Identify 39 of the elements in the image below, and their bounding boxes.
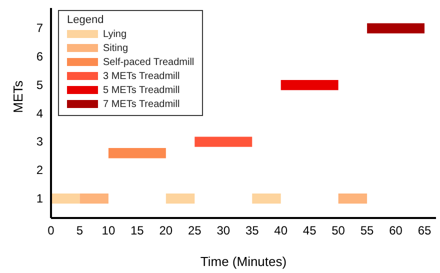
legend-label: 5 METs Treadmill — [103, 84, 180, 96]
bar — [338, 193, 368, 204]
legend-title: Legend — [67, 14, 105, 26]
x-tick-label: 55 — [360, 224, 374, 238]
y-tick-label: 1 — [36, 191, 44, 206]
x-axis-title: Time (Minutes) — [200, 254, 287, 269]
y-tick-label: 5 — [36, 78, 44, 92]
legend-label: 7 METs Treadmill — [103, 98, 180, 110]
x-tick-label: 5 — [76, 224, 84, 238]
bar — [280, 80, 338, 90]
bar — [80, 193, 108, 204]
y-tick-label: 3 — [36, 134, 44, 149]
bar — [367, 23, 425, 34]
bar — [194, 136, 252, 147]
x-tick-label: 40 — [274, 224, 288, 238]
legend-label: Siting — [103, 42, 128, 54]
x-tick-label: 0 — [48, 224, 55, 238]
x-tick-label: 20 — [159, 224, 173, 238]
x-tick-label: 10 — [102, 224, 116, 238]
bar — [108, 148, 166, 158]
y-tick-label: 2 — [36, 163, 44, 178]
x-tick-label: 15 — [130, 224, 144, 238]
bar — [51, 193, 80, 204]
y-axis-title: METs — [10, 80, 26, 113]
y-tick-label: 4 — [36, 106, 44, 120]
bar — [252, 193, 281, 204]
y-tick-label: 6 — [36, 50, 44, 64]
x-tick-label: 60 — [389, 224, 403, 238]
x-tick-label: 25 — [188, 224, 202, 238]
x-tick-label: 35 — [245, 224, 260, 238]
legend-label: Lying — [103, 28, 127, 40]
legend-label: Self-paced Treadmill — [103, 56, 194, 68]
x-tick-label: 30 — [216, 224, 230, 238]
x-tick-label: 50 — [332, 224, 346, 238]
bar — [166, 193, 195, 204]
legend-label: 3 METs Treadmill — [103, 70, 180, 82]
x-tick-label: 45 — [302, 224, 317, 238]
y-tick-label: 7 — [36, 21, 44, 36]
x-tick-label: 65 — [418, 224, 432, 238]
